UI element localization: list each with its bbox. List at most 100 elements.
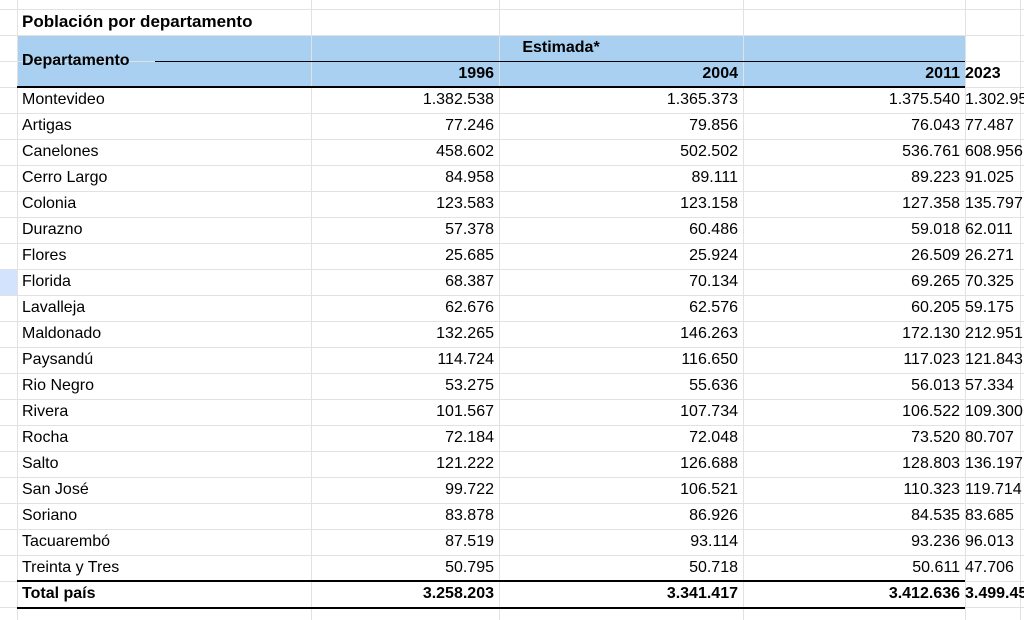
number-cell: 70.325 — [965, 273, 1014, 290]
grid-line — [17, 0, 18, 620]
grid-line — [311, 0, 312, 620]
grid-line — [0, 321, 1024, 322]
row-selection — [0, 269, 17, 295]
number-cell: 57.378 — [445, 221, 494, 238]
number-cell: 119.714 — [965, 481, 1022, 498]
name-cell: Cerro Largo — [22, 169, 108, 186]
grid-line — [0, 269, 1024, 270]
number-cell: 3.412.636 — [888, 585, 960, 602]
number-cell: 62.676 — [445, 299, 494, 316]
name-cell: Montevideo — [22, 91, 105, 108]
name-cell: Rio Negro — [22, 377, 95, 394]
number-cell: 99.722 — [445, 481, 494, 498]
number-cell: 70.134 — [689, 273, 738, 290]
number-cell: 109.300 — [965, 403, 1023, 420]
number-cell: 127.358 — [902, 195, 960, 212]
number-cell: 26.509 — [911, 247, 960, 264]
name-cell: Tacuarembó — [22, 533, 111, 550]
number-cell: 1.382.538 — [422, 91, 494, 108]
grid-line — [0, 139, 1024, 140]
name-cell: Total país — [22, 585, 96, 602]
number-cell: 3.258.203 — [422, 585, 494, 602]
name-cell: Rivera — [22, 403, 69, 420]
number-cell: 1.302.954 — [965, 91, 1024, 108]
name-cell: Paysandú — [22, 351, 94, 368]
number-cell: 79.856 — [689, 117, 738, 134]
number-cell: 69.265 — [911, 273, 960, 290]
year-header: 2023 — [965, 65, 1001, 82]
number-cell: 80.707 — [965, 429, 1014, 446]
grid-line — [0, 555, 1024, 556]
name-cell: Soriano — [22, 507, 78, 524]
name-cell: Florida — [22, 273, 71, 290]
grid-line — [0, 35, 1024, 36]
number-cell: 59.018 — [911, 221, 960, 238]
number-cell: 172.130 — [902, 325, 960, 342]
grid-line — [0, 9, 1024, 10]
number-cell: 77.487 — [965, 117, 1014, 134]
number-cell: 47.706 — [965, 559, 1014, 576]
grid-line — [743, 0, 744, 620]
name-cell: Durazno — [22, 221, 83, 238]
number-cell: 116.650 — [681, 351, 738, 368]
grid-line — [0, 373, 1024, 374]
grid-line — [0, 191, 1024, 192]
grid-line — [499, 0, 500, 620]
number-cell: 89.223 — [911, 169, 960, 186]
grid-line — [0, 243, 1024, 244]
grid-line — [965, 0, 966, 620]
year-header: 2011 — [925, 65, 960, 82]
column-header: Departamento — [22, 52, 130, 69]
number-cell: 3.341.417 — [666, 585, 738, 602]
rule — [155, 61, 965, 62]
number-cell: 114.724 — [437, 351, 494, 368]
grid-line — [0, 399, 1024, 400]
number-cell: 93.236 — [911, 533, 960, 550]
name-cell: Canelones — [22, 143, 99, 160]
grid-line — [0, 347, 1024, 348]
number-cell: 121.843 — [965, 351, 1023, 368]
number-cell: 72.184 — [445, 429, 494, 446]
name-cell: Artigas — [22, 117, 72, 134]
number-cell: 3.499.451 — [965, 585, 1024, 602]
number-cell: 110.323 — [903, 481, 960, 498]
number-cell: 117.023 — [903, 351, 960, 368]
number-cell: 60.205 — [911, 299, 960, 316]
number-cell: 121.222 — [436, 455, 494, 472]
number-cell: 62.011 — [965, 221, 1013, 238]
number-cell: 458.602 — [436, 143, 494, 160]
number-cell: 53.275 — [445, 377, 494, 394]
number-cell: 106.521 — [680, 481, 738, 498]
number-cell: 84.958 — [445, 169, 494, 186]
name-cell: Maldonado — [22, 325, 102, 342]
rule — [17, 607, 965, 609]
number-cell: 84.535 — [911, 507, 960, 524]
number-cell: 106.522 — [902, 403, 960, 420]
number-cell: 25.685 — [445, 247, 494, 264]
number-cell: 57.334 — [965, 377, 1014, 394]
number-cell: 123.158 — [680, 195, 738, 212]
name-cell: Rocha — [22, 429, 69, 446]
number-cell: 146.263 — [680, 325, 738, 342]
grid-line — [0, 113, 1024, 114]
number-cell: 89.111 — [691, 169, 738, 186]
number-cell: 72.048 — [689, 429, 738, 446]
number-cell: 128.803 — [902, 455, 960, 472]
number-cell: 136.197 — [965, 455, 1023, 472]
grid-line — [0, 529, 1024, 530]
group-header: Estimada* — [522, 39, 600, 56]
number-cell: 132.265 — [436, 325, 494, 342]
number-cell: 73.520 — [911, 429, 960, 446]
number-cell: 62.576 — [689, 299, 738, 316]
grid-line — [0, 451, 1024, 452]
number-cell: 608.956 — [965, 143, 1023, 160]
grid-line — [0, 217, 1024, 218]
number-cell: 502.502 — [680, 143, 738, 160]
grid-line — [0, 477, 1024, 478]
name-cell: Flores — [22, 247, 67, 264]
number-cell: 536.761 — [902, 143, 960, 160]
number-cell: 59.175 — [965, 299, 1014, 316]
name-cell: Colonia — [22, 195, 77, 212]
year-header: 2004 — [702, 65, 738, 82]
number-cell: 123.583 — [436, 195, 494, 212]
